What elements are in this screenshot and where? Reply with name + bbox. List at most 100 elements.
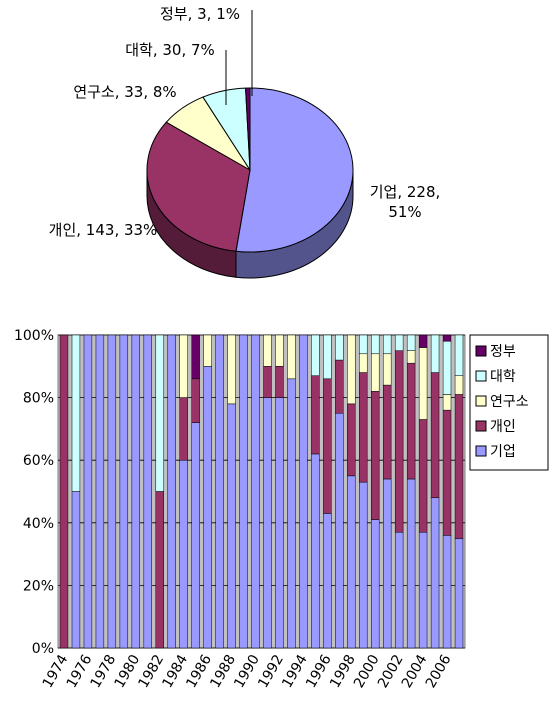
bar-segment — [347, 334, 356, 405]
bar-segment — [179, 334, 188, 398]
bar-segment — [263, 397, 272, 649]
bar-segment — [167, 334, 176, 649]
bar-segment — [442, 341, 452, 395]
bar-segment — [454, 394, 464, 539]
bar-segment — [394, 350, 404, 533]
y-tick-label: 40% — [23, 516, 54, 532]
bar-segment — [71, 334, 81, 492]
legend-label: 개인 — [490, 419, 516, 435]
x-tick-label: 2006 — [423, 652, 455, 691]
legend-swatch — [475, 345, 487, 357]
bar-segment — [203, 366, 212, 649]
bar-segment — [323, 513, 332, 649]
bar-segment — [215, 334, 224, 649]
bar-segment — [191, 422, 200, 649]
bar-segment — [382, 353, 392, 386]
bar-segment — [179, 397, 188, 461]
bar-segment — [323, 378, 332, 514]
bar-segment — [454, 375, 464, 395]
legend-swatch — [475, 445, 487, 457]
y-tick-label: 60% — [23, 453, 54, 469]
bar-segment — [454, 538, 464, 649]
legend-label: 연구소 — [490, 394, 529, 410]
bar-segment — [227, 403, 236, 649]
pie-label: 기업, 228, 51% — [369, 183, 441, 221]
bar-segment — [359, 353, 368, 373]
y-tick-label: 0% — [32, 641, 54, 657]
plot-area — [57, 334, 466, 649]
pie-label: 개인, 143, 33% — [48, 221, 158, 239]
bar-segment — [287, 334, 296, 380]
legend-label: 기업 — [490, 444, 516, 460]
pie-slice — [245, 87, 251, 171]
legend-swatch — [475, 370, 487, 382]
bar-segment — [454, 334, 464, 376]
bar-segment — [275, 366, 284, 398]
bar-segment — [263, 334, 272, 367]
bar-segment — [382, 334, 392, 355]
bar-segment — [155, 491, 164, 649]
bar-segment — [191, 334, 200, 380]
bar-segment — [371, 334, 380, 355]
pie-label: 연구소, 33, 8% — [73, 83, 177, 101]
bar-segment — [442, 394, 452, 411]
bar-segment — [335, 334, 344, 361]
y-tick-label: 100% — [14, 328, 54, 344]
bar-segment — [418, 531, 428, 649]
bar-segment — [287, 378, 296, 649]
bar-segment — [418, 334, 428, 348]
bar-segment — [251, 334, 260, 649]
legend-swatch — [475, 420, 487, 432]
bar-segment — [442, 535, 452, 649]
bar-segment — [335, 413, 344, 649]
y-tick-label: 80% — [23, 391, 54, 407]
bar-segment — [430, 497, 440, 649]
bar-segment — [227, 334, 236, 405]
bar-segment — [394, 334, 404, 351]
pie-label: 정부, 3, 1% — [159, 5, 240, 23]
bar-segment — [95, 334, 105, 649]
bar-segment — [371, 353, 380, 392]
bar-segment — [382, 384, 392, 480]
bar-segment — [311, 375, 320, 455]
bar-segment — [406, 362, 416, 480]
legend-swatch — [475, 395, 487, 407]
bar-segment — [311, 453, 320, 649]
bar-segment — [131, 334, 141, 649]
bar-segment — [275, 334, 284, 367]
bar-segment — [382, 478, 392, 649]
bar-segment — [359, 334, 368, 355]
bar-segment — [347, 403, 356, 477]
pie-slice — [146, 121, 251, 252]
bar-segment — [371, 391, 380, 520]
bar-segment — [239, 334, 248, 649]
bar-segment — [83, 334, 93, 649]
bar-segment — [359, 481, 368, 649]
bar-segment — [119, 334, 129, 649]
bar-segment — [347, 475, 356, 649]
bar-segment — [299, 334, 308, 649]
bar-segment — [203, 334, 212, 367]
bar-segment — [179, 459, 188, 649]
bar-segment — [394, 531, 404, 649]
bar-segment — [71, 491, 81, 649]
bar-segment — [406, 334, 416, 351]
bar-segment — [323, 334, 332, 380]
bar-segment — [442, 334, 452, 342]
legend-label: 정부 — [490, 344, 516, 360]
bar-segment — [430, 334, 440, 373]
y-tick-label: 20% — [23, 578, 54, 594]
bar-segment — [263, 366, 272, 398]
pie-slice — [235, 87, 354, 253]
bar-segment — [311, 334, 320, 376]
bar-segment — [430, 372, 440, 499]
bar-segment — [107, 334, 117, 649]
bar-segment — [143, 334, 152, 649]
bar-segment — [406, 478, 416, 649]
bar-segment — [191, 378, 200, 423]
bar-segment — [335, 359, 344, 414]
bar-segment — [59, 334, 69, 649]
bar-segment — [359, 372, 368, 483]
